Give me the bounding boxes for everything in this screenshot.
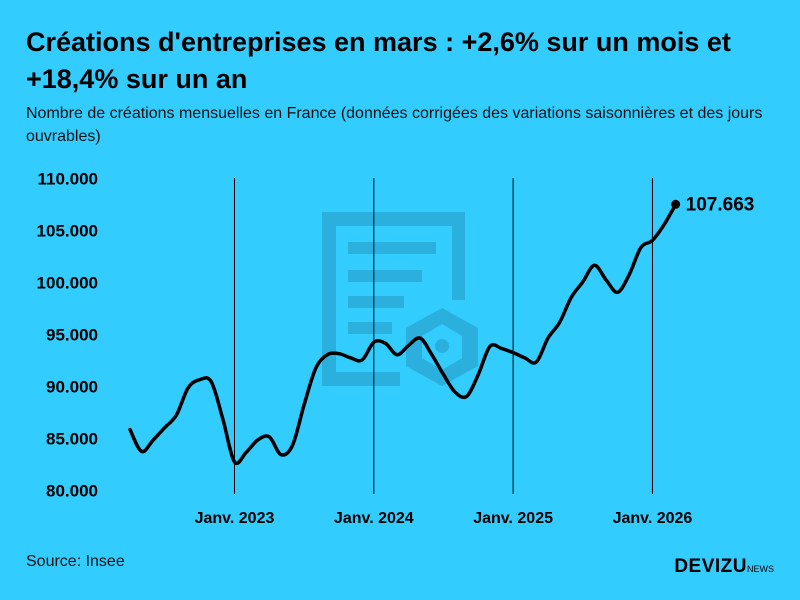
chart-title: Créations d'entreprises en mars : +2,6% … <box>26 27 731 94</box>
source-note: Source: Insee <box>26 553 125 570</box>
x-tick-label: Janv. 2025 <box>473 510 553 527</box>
brand-suffix: NEWS <box>747 564 774 574</box>
x-tick-label: Janv. 2026 <box>613 510 693 527</box>
x-tick-label: Janv. 2023 <box>195 510 275 527</box>
y-tick-label: 95.000 <box>46 325 98 344</box>
y-tick-label: 85.000 <box>46 429 98 448</box>
y-tick-label: 80.000 <box>46 481 98 500</box>
brand-logo: DEVIZUNEWS <box>674 556 774 578</box>
y-tick-label: 105.000 <box>37 221 98 240</box>
y-tick-label: 100.000 <box>37 273 98 292</box>
brand-name: DEVIZU <box>674 556 747 577</box>
data-label: 107.663 <box>686 194 755 215</box>
watermark-icon <box>322 212 478 386</box>
x-tick-label: Janv. 2024 <box>334 510 414 527</box>
end-point <box>671 199 681 209</box>
chart-subtitle: Nombre de créations mensuelles en France… <box>26 105 763 145</box>
y-tick-label: 110.000 <box>37 169 98 188</box>
data-line <box>128 202 678 465</box>
y-tick-label: 90.000 <box>46 377 98 396</box>
